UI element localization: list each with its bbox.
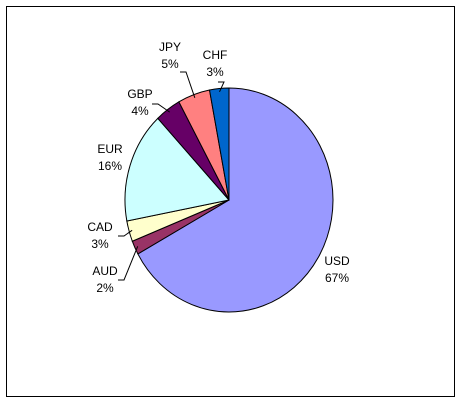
leader-line [152,103,170,113]
slice-category-label: USD [324,254,350,268]
slice-category-label: AUD [92,264,118,278]
pie-slice [124,117,230,222]
slice-value-label: 16% [98,159,122,173]
pie-slice [137,87,334,313]
slice-value-label: 3% [206,65,224,79]
slice-value-label: 4% [131,104,149,118]
slice-category-label: EUR [97,142,123,156]
pie-slice [208,87,230,201]
slice-category-label: JPY [159,40,181,54]
leader-line [118,246,139,281]
slice-value-label: 5% [161,57,179,71]
leader-line [118,229,133,237]
slice-value-label: 2% [96,281,114,295]
slice-value-label: 67% [325,271,349,285]
slice-category-label: CHF [203,48,228,62]
slice-category-label: CAD [87,220,113,234]
slice-category-label: GBP [127,87,152,101]
leader-line [180,71,196,98]
slice-value-label: 3% [91,237,109,251]
leader-line [218,81,225,93]
